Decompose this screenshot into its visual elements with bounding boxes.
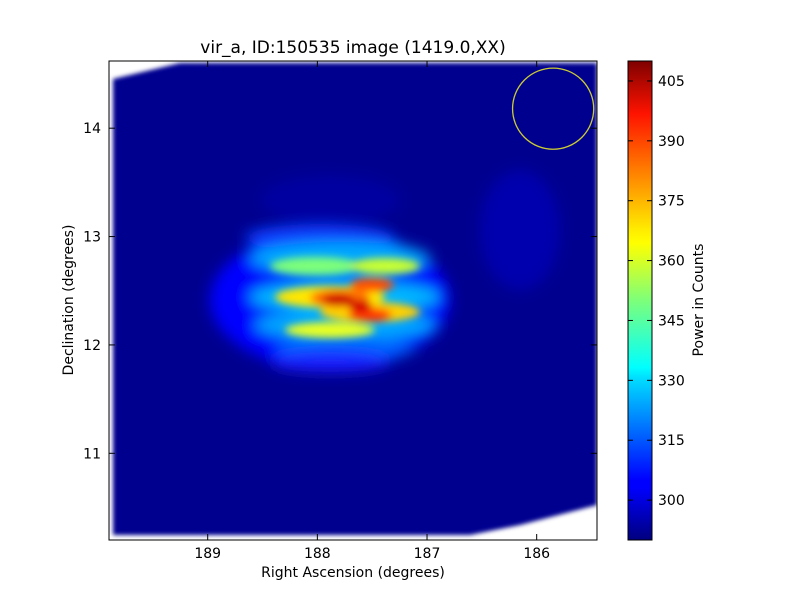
colorbar-tick-label: 390 — [658, 134, 685, 150]
colorbar-tick-label: 330 — [658, 373, 685, 389]
y-axis: 11 12 13 14 — [83, 121, 597, 462]
x-tick-label: 187 — [414, 546, 441, 562]
y-axis-label: Declination (degrees) — [61, 225, 77, 376]
y-tick-label: 12 — [83, 338, 101, 354]
x-tick-label: 188 — [304, 546, 331, 562]
colorbar-tick-label: 360 — [658, 254, 685, 270]
colorbar — [628, 61, 652, 540]
sidelobe-east — [480, 170, 560, 290]
y-tick-label: 14 — [83, 121, 101, 137]
x-tick-label: 189 — [194, 546, 221, 562]
colorbar-frame — [627, 60, 653, 541]
colorbar-tick-label: 300 — [658, 493, 685, 509]
sidelobe-north — [260, 175, 400, 225]
x-axis: 189 188 187 186 — [194, 61, 550, 562]
colorbar-tick-label: 345 — [658, 313, 685, 329]
beam-circle — [511, 67, 595, 150]
colorbar-axis: 300 315 330 345 360 375 390 405 — [628, 74, 685, 509]
x-tick-label: 186 — [523, 546, 550, 562]
chart-title: vir_a, ID:150535 image (1419.0,XX) — [200, 38, 505, 58]
x-axis-label: Right Ascension (degrees) — [261, 565, 445, 581]
colorbar-tick-label: 405 — [658, 74, 685, 90]
colorbar-tick-label: 375 — [658, 194, 685, 210]
plot-frame — [108, 60, 598, 541]
y-tick-label: 13 — [83, 230, 101, 246]
colorbar-label: Power in Counts — [691, 244, 707, 357]
y-tick-label: 11 — [83, 446, 101, 462]
colorbar-tick-label: 315 — [658, 433, 685, 449]
